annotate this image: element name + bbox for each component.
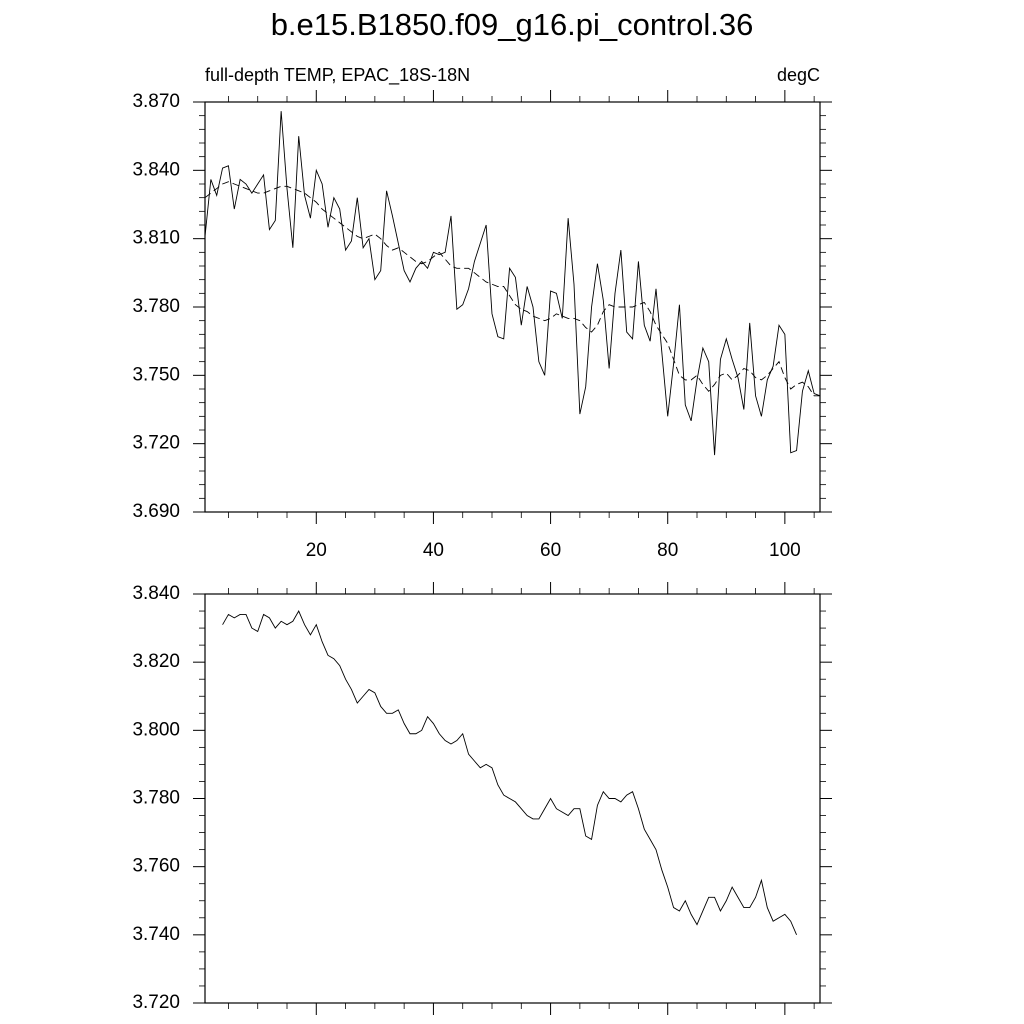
subtitle-left: full-depth TEMP, EPAC_18S-18N: [205, 65, 470, 86]
subtitle-right: degC: [777, 65, 820, 85]
y-tick-label: 3.870: [132, 91, 180, 112]
plot-frame: [204, 593, 821, 1004]
y-tick-label: 3.690: [132, 501, 180, 522]
data-line: [222, 610, 797, 936]
y-tick-label: 3.840: [132, 583, 180, 604]
y-tick-label: 3.800: [132, 719, 180, 740]
y-tick-label: 3.810: [132, 228, 180, 249]
y-tick-label: 3.750: [132, 364, 180, 385]
y-tick-label: 3.720: [132, 992, 180, 1013]
x-tick-label: 100: [769, 540, 801, 561]
x-tick-label: 60: [540, 540, 561, 561]
x-tick-label: 80: [657, 540, 678, 561]
y-tick-label: 3.780: [132, 788, 180, 809]
y-tick-label: 3.780: [132, 296, 180, 317]
y-tick-label: 3.840: [132, 159, 180, 180]
x-tick-label: 40: [423, 540, 444, 561]
data-line: [204, 111, 821, 456]
y-tick-label: 3.760: [132, 856, 180, 877]
data-line: [204, 181, 820, 397]
chart-title: b.e15.B1850.f09_g16.pi_control.36: [271, 7, 754, 42]
y-tick-label: 3.740: [132, 924, 180, 945]
y-tick-label: 3.720: [132, 433, 180, 454]
x-tick-label: 20: [306, 540, 327, 561]
y-tick-label: 3.820: [132, 651, 180, 672]
